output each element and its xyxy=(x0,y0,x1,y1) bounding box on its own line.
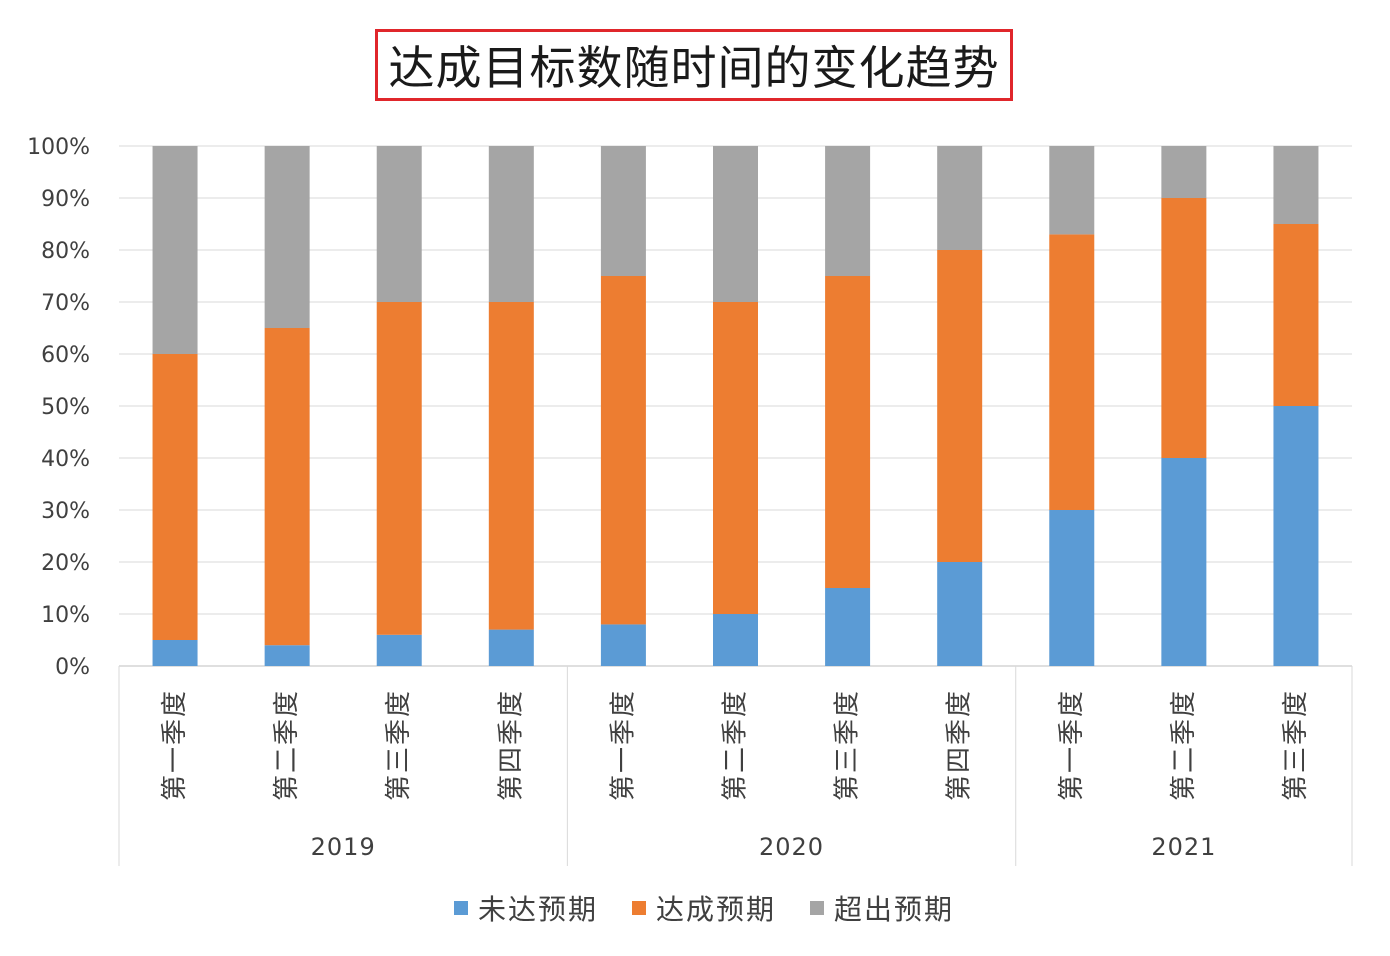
y-tick-label: 30% xyxy=(41,499,90,524)
y-tick-label: 70% xyxy=(41,291,90,316)
y-tick-label: 60% xyxy=(41,343,90,368)
bar-segment-missed xyxy=(1273,406,1319,666)
legend-swatch-exceeded xyxy=(810,901,824,915)
bar-segment-met xyxy=(1161,198,1207,458)
bar-segment-exceeded xyxy=(1273,146,1319,224)
bar-segment-met xyxy=(376,302,422,635)
bar-segment-met xyxy=(1049,234,1095,510)
legend-item-exceeded: 超出预期 xyxy=(810,888,954,928)
legend-label-exceeded: 超出预期 xyxy=(834,893,955,926)
bar-segment-met xyxy=(937,250,983,562)
chart-legend: 未达预期 达成预期 超出预期 xyxy=(0,888,1390,928)
bar-segment-missed xyxy=(713,614,758,666)
category-label: 第一季度 xyxy=(160,689,190,801)
category-label: 第二季度 xyxy=(272,689,302,801)
category-label: 第三季度 xyxy=(384,689,414,801)
bar-segment-met xyxy=(264,328,310,646)
bar-segment-exceeded xyxy=(1049,146,1095,235)
group-label: 2019 xyxy=(311,833,376,861)
bar-segment-missed xyxy=(376,634,422,666)
chart-title-box: 达成目标数随时间的变化趋势 xyxy=(375,29,1013,101)
bar-segment-missed xyxy=(600,624,646,666)
bar-segment-missed xyxy=(152,640,198,666)
y-tick-label: 10% xyxy=(41,603,90,628)
bar-segment-exceeded xyxy=(376,146,422,302)
bar-segment-missed xyxy=(1049,510,1095,666)
bar-segment-exceeded xyxy=(937,146,983,250)
bar-segment-met xyxy=(825,276,871,588)
category-label: 第三季度 xyxy=(833,689,863,801)
group-label: 2020 xyxy=(759,833,824,861)
bar-segment-missed xyxy=(488,629,534,666)
y-tick-label: 20% xyxy=(41,551,90,576)
legend-item-missed: 未达预期 xyxy=(453,888,598,928)
legend-swatch-missed xyxy=(453,901,468,915)
group-label: 2021 xyxy=(1151,833,1216,861)
bar-segment-exceeded xyxy=(713,146,758,302)
bar-segment-exceeded xyxy=(600,146,646,276)
legend-item-met: 达成预期 xyxy=(631,888,776,928)
bar-segment-met xyxy=(488,302,534,630)
bar-segment-met xyxy=(1273,224,1319,406)
legend-label-met: 达成预期 xyxy=(655,893,776,926)
category-label: 第四季度 xyxy=(945,689,975,801)
chart-title: 达成目标数随时间的变化趋势 xyxy=(388,41,1000,95)
bar-segment-missed xyxy=(825,588,871,666)
bar-segment-exceeded xyxy=(152,146,198,354)
bar-segment-met xyxy=(152,354,198,640)
bar-segment-exceeded xyxy=(1161,146,1207,198)
y-tick-label: 80% xyxy=(41,239,90,264)
legend-label-missed: 未达预期 xyxy=(477,893,598,926)
bar-segment-met xyxy=(600,276,646,625)
category-label: 第二季度 xyxy=(721,689,751,801)
y-tick-label: 0% xyxy=(55,655,90,680)
y-tick-label: 50% xyxy=(41,395,90,420)
legend-swatch-met xyxy=(631,901,646,915)
y-tick-label: 100% xyxy=(27,135,90,160)
category-label: 第二季度 xyxy=(1169,689,1199,801)
y-tick-label: 40% xyxy=(41,447,90,472)
bar-segment-met xyxy=(713,302,758,614)
category-label: 第一季度 xyxy=(1057,689,1087,801)
bar-segment-exceeded xyxy=(825,146,871,276)
bar-segment-missed xyxy=(264,645,310,666)
bar-segment-exceeded xyxy=(264,146,310,328)
category-label: 第四季度 xyxy=(496,689,526,801)
category-label: 第三季度 xyxy=(1281,689,1311,801)
bar-segment-missed xyxy=(1161,458,1207,666)
y-tick-label: 90% xyxy=(41,187,90,212)
bar-segment-exceeded xyxy=(488,146,534,302)
bar-segment-missed xyxy=(937,562,983,666)
category-label: 第一季度 xyxy=(608,689,638,801)
